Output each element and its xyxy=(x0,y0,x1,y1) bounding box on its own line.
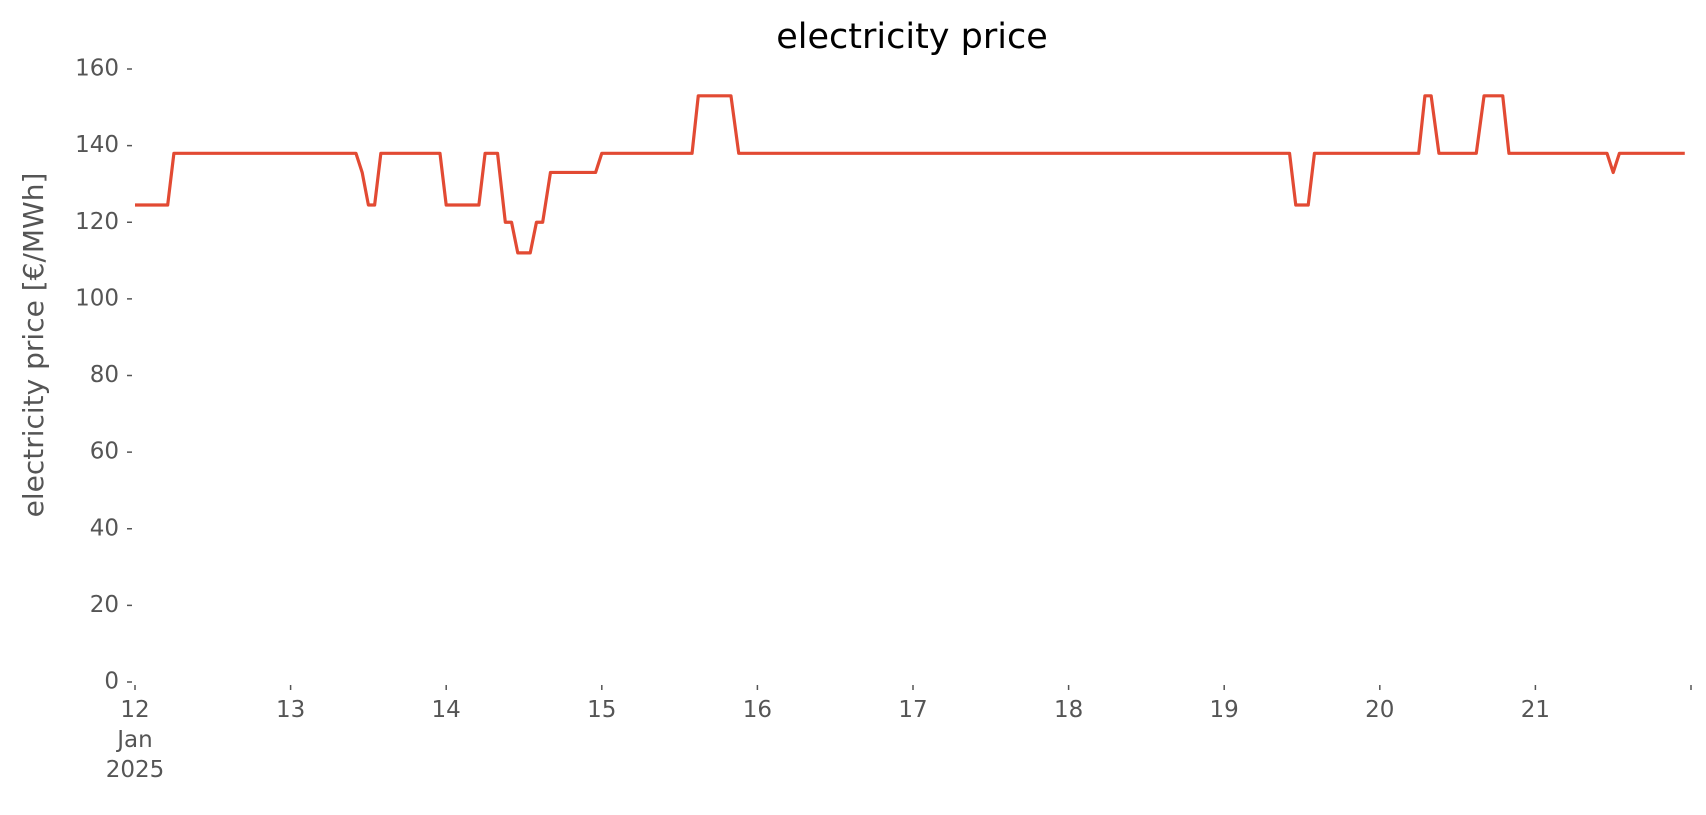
y-tick-label: 160 xyxy=(75,56,119,82)
y-tick-label: 40 xyxy=(90,515,119,541)
y-tick-label: 80 xyxy=(90,362,119,388)
y-tick-label: 100 xyxy=(75,285,119,311)
y-tick-label: 120 xyxy=(75,209,119,235)
y-axis-label: electricity price [€/MWh] xyxy=(17,173,50,518)
y-tick-label: 0 xyxy=(104,669,119,695)
line xyxy=(135,94,1685,255)
x-tick-label: 15 xyxy=(587,697,617,723)
x-tick-label: 14 xyxy=(431,697,461,723)
x-tick-label: 12 Jan 2025 xyxy=(105,697,165,783)
y-tick-label: 20 xyxy=(90,592,119,618)
x-tick-label: 17 xyxy=(898,697,928,723)
x-tick-label: 16 xyxy=(742,697,773,723)
y-tick-label: 140 xyxy=(75,132,119,158)
x-tick-label: 21 xyxy=(1520,697,1551,723)
x-tick-label: 19 xyxy=(1209,697,1239,723)
x-tick-label: 18 xyxy=(1053,697,1084,723)
x-tick-label: 13 xyxy=(275,697,306,723)
x-tick-label: 20 xyxy=(1365,697,1395,723)
y-tick-label: 60 xyxy=(90,439,119,465)
chart-title: electricity price xyxy=(776,17,1048,57)
